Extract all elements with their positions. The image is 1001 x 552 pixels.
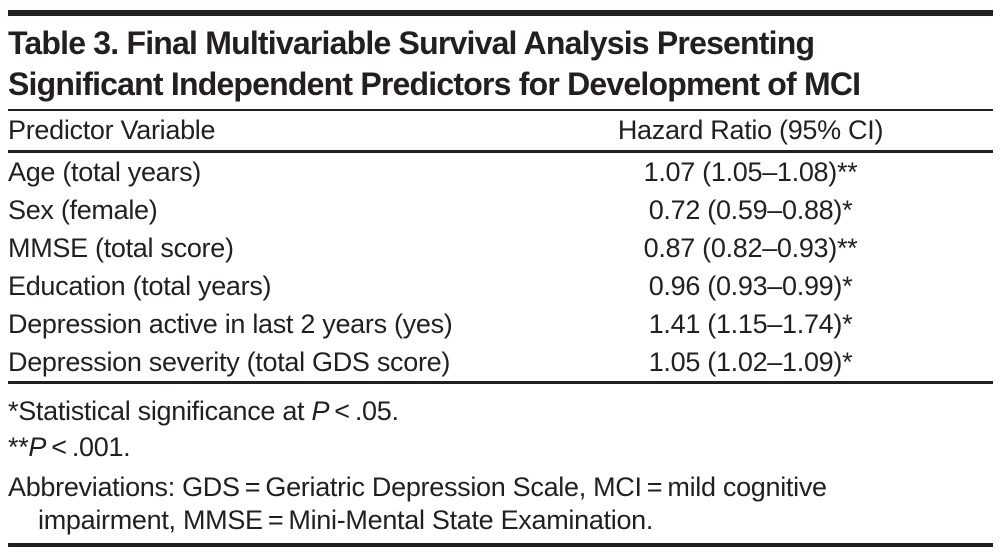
hazard-ratio-cell: 0.72 (0.59–0.88)* <box>648 194 853 225</box>
table-title-line-1: Table 3. Final Multivariable Survival An… <box>8 25 815 61</box>
table-row: Education (total years) 0.96 (0.93–0.99)… <box>8 267 993 305</box>
abbreviations-line-2: impairment, MMSE = Mini-Mental State Exa… <box>38 505 654 535</box>
table-header-row: Predictor Variable Hazard Ratio (95% CI) <box>8 111 993 150</box>
footnote-text: < .001. <box>46 432 131 462</box>
predictor-cell: Depression active in last 2 years (yes) <box>8 308 453 339</box>
bottom-border-rule <box>8 543 993 547</box>
column-header-predictor: Predictor Variable <box>8 115 216 145</box>
title-divider-rule <box>8 109 993 111</box>
hazard-ratio-cell: 1.05 (1.02–1.09)* <box>648 346 853 377</box>
table-row: Age (total years) 1.07 (1.05–1.08)** <box>8 153 993 191</box>
table-footnotes: *Statistical significance at P < .05. **… <box>8 393 993 537</box>
header-divider-rule <box>8 150 993 153</box>
hazard-ratio-cell: 0.87 (0.82–0.93)** <box>643 232 858 263</box>
body-divider-rule <box>8 381 993 384</box>
column-header-hazard-ratio: Hazard Ratio (95% CI) <box>617 115 884 145</box>
hazard-ratio-cell: 1.41 (1.15–1.74)* <box>648 308 853 339</box>
table-row: MMSE (total score) 0.87 (0.82–0.93)** <box>8 229 993 267</box>
top-border-rule <box>8 10 993 16</box>
table-row: Depression severity (total GDS score) 1.… <box>8 343 993 381</box>
table-title: Table 3. Final Multivariable Survival An… <box>8 16 993 105</box>
hazard-ratio-cell: 0.96 (0.93–0.99)* <box>648 270 853 301</box>
predictor-cell: Sex (female) <box>8 194 158 225</box>
footnote-text: < .05. <box>329 396 399 426</box>
predictor-cell: MMSE (total score) <box>8 232 234 263</box>
predictor-cell: Depression severity (total GDS score) <box>8 346 451 377</box>
table-row: Depression active in last 2 years (yes) … <box>8 305 993 343</box>
p-value-symbol: P <box>28 432 47 462</box>
hazard-ratio-cell: 1.07 (1.05–1.08)** <box>643 156 858 187</box>
predictor-cell: Age (total years) <box>8 156 201 187</box>
table-title-line-2: Significant Independent Predictors for D… <box>8 66 861 102</box>
footnote-significance-05: *Statistical significance at P < .05. <box>8 393 993 429</box>
footnote-text: ** <box>8 432 29 462</box>
footnote-significance-001: **P < .001. <box>8 429 993 465</box>
footnote-text: *Statistical significance at <box>8 396 312 426</box>
predictor-cell: Education (total years) <box>8 270 272 301</box>
table-row: Sex (female) 0.72 (0.59–0.88)* <box>8 191 993 229</box>
footnote-abbreviations: Abbreviations: GDS = Geriatric Depressio… <box>8 471 993 537</box>
table-body: Age (total years) 1.07 (1.05–1.08)** Sex… <box>8 153 993 381</box>
abbreviations-line-1: Abbreviations: GDS = Geriatric Depressio… <box>8 472 827 502</box>
p-value-symbol: P <box>311 396 330 426</box>
